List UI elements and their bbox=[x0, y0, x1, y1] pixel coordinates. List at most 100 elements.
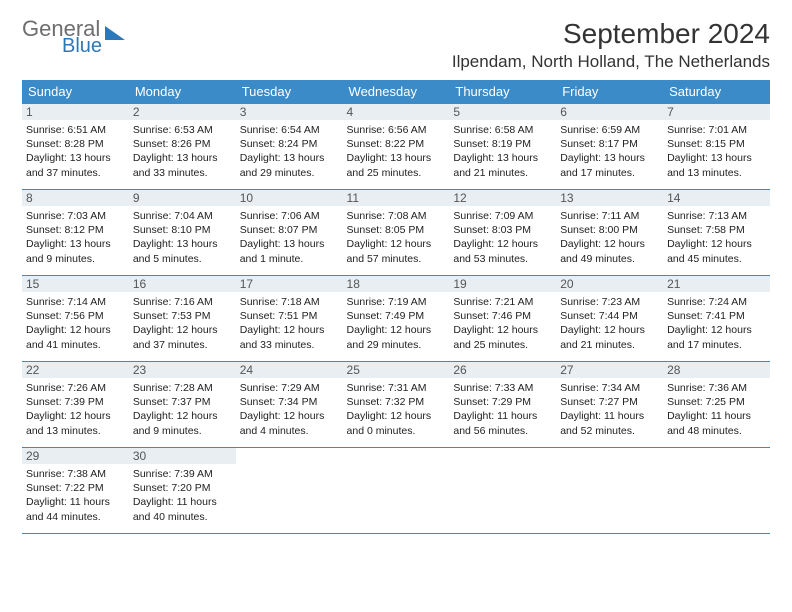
day-info: Sunrise: 7:04 AMSunset: 8:10 PMDaylight:… bbox=[133, 209, 232, 266]
calendar-cell: 11 Sunrise: 7:08 AMSunset: 8:05 PMDayligh… bbox=[343, 190, 450, 276]
weekday-header: Wednesday bbox=[343, 80, 450, 104]
calendar-row: 8 Sunrise: 7:03 AMSunset: 8:12 PMDaylight… bbox=[22, 190, 770, 276]
calendar-cell bbox=[663, 448, 770, 534]
day-info: Sunrise: 6:53 AMSunset: 8:26 PMDaylight:… bbox=[133, 123, 232, 180]
day-info: Sunrise: 7:34 AMSunset: 7:27 PMDaylight:… bbox=[560, 381, 659, 438]
day-number: 5 bbox=[449, 104, 556, 120]
calendar-cell: 26Sunrise: 7:33 AMSunset: 7:29 PMDayligh… bbox=[449, 362, 556, 448]
calendar-row: 22 Sunrise: 7:26 AMSunset: 7:39 PMDayligh… bbox=[22, 362, 770, 448]
day-number: 23 bbox=[129, 362, 236, 378]
day-info: Sunrise: 7:31 AMSunset: 7:32 PMDaylight:… bbox=[347, 381, 446, 438]
weekday-header: Monday bbox=[129, 80, 236, 104]
brand-logo: General Blue bbox=[22, 18, 127, 56]
calendar-row: 15 Sunrise: 7:14 AMSunset: 7:56 PMDayligh… bbox=[22, 276, 770, 362]
calendar-cell: 30 Sunrise: 7:39 AMSunset: 7:20 PMDayligh… bbox=[129, 448, 236, 534]
calendar-cell: 3Sunrise: 6:54 AMSunset: 8:24 PMDaylight… bbox=[236, 104, 343, 190]
day-info: Sunrise: 7:36 AMSunset: 7:25 PMDaylight:… bbox=[667, 381, 766, 438]
calendar-cell bbox=[236, 448, 343, 534]
brand-triangle-icon bbox=[105, 22, 127, 40]
location-subtitle: Ilpendam, North Holland, The Netherlands bbox=[452, 52, 770, 72]
calendar-cell: 13 Sunrise: 7:11 AMSunset: 8:00 PMDayligh… bbox=[556, 190, 663, 276]
day-number: 17 bbox=[236, 276, 343, 292]
weekday-header: Sunday bbox=[22, 80, 129, 104]
day-number: 7 bbox=[663, 104, 770, 120]
day-info: Sunrise: 7:14 AMSunset: 7:56 PMDaylight:… bbox=[26, 295, 125, 352]
day-number: 8 bbox=[22, 190, 129, 206]
calendar-cell: 27Sunrise: 7:34 AMSunset: 7:27 PMDayligh… bbox=[556, 362, 663, 448]
day-number: 15 bbox=[22, 276, 129, 292]
calendar-cell: 4 Sunrise: 6:56 AMSunset: 8:22 PMDaylight… bbox=[343, 104, 450, 190]
day-number: 13 bbox=[556, 190, 663, 206]
calendar-cell: 16Sunrise: 7:16 AMSunset: 7:53 PMDayligh… bbox=[129, 276, 236, 362]
day-info: Sunrise: 7:06 AMSunset: 8:07 PMDaylight:… bbox=[240, 209, 339, 266]
day-number: 22 bbox=[22, 362, 129, 378]
day-number: 2 bbox=[129, 104, 236, 120]
day-number: 21 bbox=[663, 276, 770, 292]
calendar-cell: 20Sunrise: 7:23 AMSunset: 7:44 PMDayligh… bbox=[556, 276, 663, 362]
calendar-cell: 8 Sunrise: 7:03 AMSunset: 8:12 PMDaylight… bbox=[22, 190, 129, 276]
day-info: Sunrise: 7:24 AMSunset: 7:41 PMDaylight:… bbox=[667, 295, 766, 352]
weekday-header-row: Sunday Monday Tuesday Wednesday Thursday… bbox=[22, 80, 770, 104]
calendar-cell bbox=[449, 448, 556, 534]
day-number: 18 bbox=[343, 276, 450, 292]
day-info: Sunrise: 7:28 AMSunset: 7:37 PMDaylight:… bbox=[133, 381, 232, 438]
calendar-row: 1Sunrise: 6:51 AMSunset: 8:28 PMDaylight… bbox=[22, 104, 770, 190]
day-info: Sunrise: 7:26 AMSunset: 7:39 PMDaylight:… bbox=[26, 381, 125, 438]
calendar-cell: 10 Sunrise: 7:06 AMSunset: 8:07 PMDayligh… bbox=[236, 190, 343, 276]
calendar-cell: 21 Sunrise: 7:24 AMSunset: 7:41 PMDayligh… bbox=[663, 276, 770, 362]
day-info: Sunrise: 7:09 AMSunset: 8:03 PMDaylight:… bbox=[453, 209, 552, 266]
day-info: Sunrise: 7:03 AMSunset: 8:12 PMDaylight:… bbox=[26, 209, 125, 266]
day-info: Sunrise: 6:58 AMSunset: 8:19 PMDaylight:… bbox=[453, 123, 552, 180]
calendar-cell bbox=[556, 448, 663, 534]
day-number: 19 bbox=[449, 276, 556, 292]
brand-text: General Blue bbox=[22, 18, 102, 56]
title-block: September 2024 Ilpendam, North Holland, … bbox=[452, 18, 770, 72]
day-info: Sunrise: 6:51 AMSunset: 8:28 PMDaylight:… bbox=[26, 123, 125, 180]
day-info: Sunrise: 7:08 AMSunset: 8:05 PMDaylight:… bbox=[347, 209, 446, 266]
day-info: Sunrise: 7:38 AMSunset: 7:22 PMDaylight:… bbox=[26, 467, 125, 524]
calendar-cell: 6Sunrise: 6:59 AMSunset: 8:17 PMDaylight… bbox=[556, 104, 663, 190]
day-info: Sunrise: 7:13 AMSunset: 7:58 PMDaylight:… bbox=[667, 209, 766, 266]
weekday-header: Thursday bbox=[449, 80, 556, 104]
calendar-cell: 22 Sunrise: 7:26 AMSunset: 7:39 PMDayligh… bbox=[22, 362, 129, 448]
calendar-cell: 9 Sunrise: 7:04 AMSunset: 8:10 PMDaylight… bbox=[129, 190, 236, 276]
day-number: 11 bbox=[343, 190, 450, 206]
day-number: 14 bbox=[663, 190, 770, 206]
day-number: 24 bbox=[236, 362, 343, 378]
day-number: 16 bbox=[129, 276, 236, 292]
day-number: 28 bbox=[663, 362, 770, 378]
day-number: 12 bbox=[449, 190, 556, 206]
day-info: Sunrise: 7:23 AMSunset: 7:44 PMDaylight:… bbox=[560, 295, 659, 352]
weekday-header: Friday bbox=[556, 80, 663, 104]
day-number: 9 bbox=[129, 190, 236, 206]
calendar-cell: 19 Sunrise: 7:21 AMSunset: 7:46 PMDayligh… bbox=[449, 276, 556, 362]
day-number: 26 bbox=[449, 362, 556, 378]
header: General Blue September 2024 Ilpendam, No… bbox=[22, 18, 770, 72]
day-number: 30 bbox=[129, 448, 236, 464]
month-title: September 2024 bbox=[452, 18, 770, 50]
day-info: Sunrise: 6:54 AMSunset: 8:24 PMDaylight:… bbox=[240, 123, 339, 180]
day-info: Sunrise: 6:56 AMSunset: 8:22 PMDaylight:… bbox=[347, 123, 446, 180]
day-info: Sunrise: 7:11 AMSunset: 8:00 PMDaylight:… bbox=[560, 209, 659, 266]
calendar-cell: 12 Sunrise: 7:09 AMSunset: 8:03 PMDayligh… bbox=[449, 190, 556, 276]
day-info: Sunrise: 6:59 AMSunset: 8:17 PMDaylight:… bbox=[560, 123, 659, 180]
calendar-cell: 1Sunrise: 6:51 AMSunset: 8:28 PMDaylight… bbox=[22, 104, 129, 190]
calendar-cell: 7Sunrise: 7:01 AMSunset: 8:15 PMDaylight… bbox=[663, 104, 770, 190]
brand-blue: Blue bbox=[62, 36, 102, 56]
calendar-cell: 29Sunrise: 7:38 AMSunset: 7:22 PMDayligh… bbox=[22, 448, 129, 534]
calendar-cell: 2 Sunrise: 6:53 AMSunset: 8:26 PMDaylight… bbox=[129, 104, 236, 190]
calendar-cell: 23 Sunrise: 7:28 AMSunset: 7:37 PMDayligh… bbox=[129, 362, 236, 448]
calendar-cell: 15 Sunrise: 7:14 AMSunset: 7:56 PMDayligh… bbox=[22, 276, 129, 362]
calendar-cell: 5 Sunrise: 6:58 AMSunset: 8:19 PMDaylight… bbox=[449, 104, 556, 190]
day-info: Sunrise: 7:29 AMSunset: 7:34 PMDaylight:… bbox=[240, 381, 339, 438]
day-info: Sunrise: 7:18 AMSunset: 7:51 PMDaylight:… bbox=[240, 295, 339, 352]
calendar-cell: 24 Sunrise: 7:29 AMSunset: 7:34 PMDayligh… bbox=[236, 362, 343, 448]
day-info: Sunrise: 7:39 AMSunset: 7:20 PMDaylight:… bbox=[133, 467, 232, 524]
day-number: 10 bbox=[236, 190, 343, 206]
weekday-header: Saturday bbox=[663, 80, 770, 104]
calendar-cell: 28 Sunrise: 7:36 AMSunset: 7:25 PMDayligh… bbox=[663, 362, 770, 448]
calendar-cell: 14 Sunrise: 7:13 AMSunset: 7:58 PMDayligh… bbox=[663, 190, 770, 276]
day-number: 4 bbox=[343, 104, 450, 120]
day-info: Sunrise: 7:21 AMSunset: 7:46 PMDaylight:… bbox=[453, 295, 552, 352]
calendar-table: Sunday Monday Tuesday Wednesday Thursday… bbox=[22, 80, 770, 534]
